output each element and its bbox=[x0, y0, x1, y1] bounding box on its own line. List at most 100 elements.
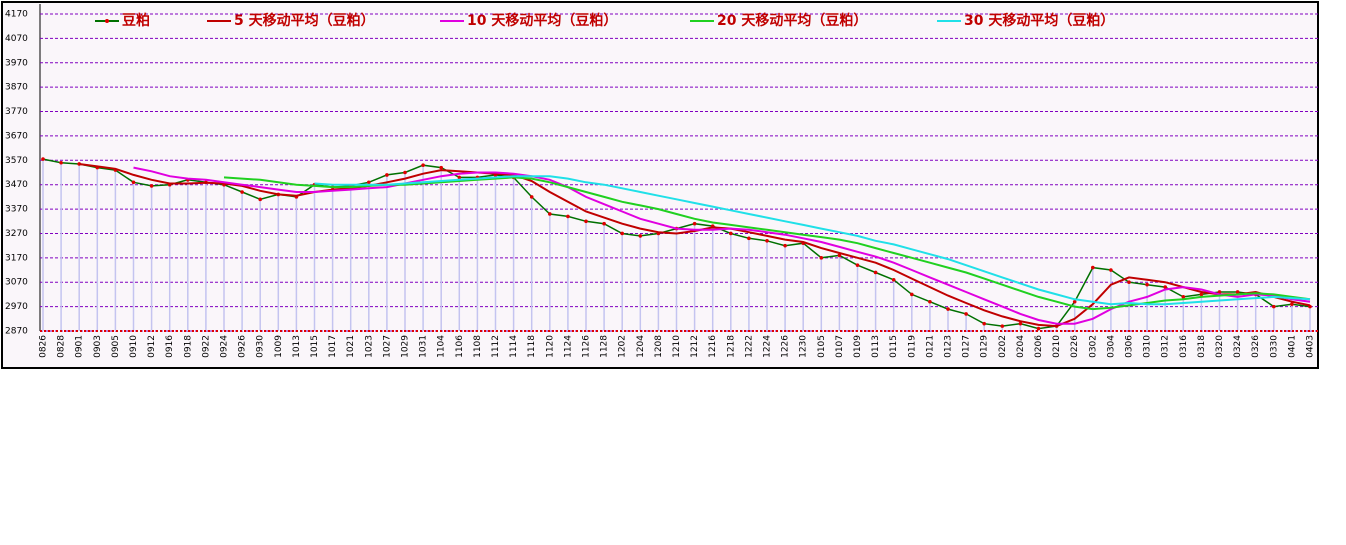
point bbox=[638, 234, 643, 238]
x-tick-label: 0916 bbox=[165, 335, 175, 358]
point bbox=[1109, 268, 1113, 272]
x-tick-label: 0926 bbox=[238, 335, 248, 358]
x-tick-label: 1126 bbox=[582, 335, 592, 358]
x-tick-label: 0204 bbox=[1016, 335, 1026, 358]
x-tick-label: 1204 bbox=[636, 335, 646, 358]
x-tick-label: 0109 bbox=[853, 335, 863, 358]
x-tick-label: 0826 bbox=[39, 335, 49, 358]
x-tick-label: 0903 bbox=[93, 335, 103, 358]
x-tick-label: 1230 bbox=[799, 335, 809, 358]
x-tick-label: 1120 bbox=[545, 335, 555, 358]
x-tick-label: 0306 bbox=[1125, 335, 1135, 358]
x-tick-label: 1031 bbox=[419, 335, 429, 358]
point bbox=[620, 231, 624, 236]
x-tick-label: 1222 bbox=[744, 335, 754, 358]
y-tick-label: 3970 bbox=[5, 58, 28, 68]
x-tick-label: 0127 bbox=[962, 335, 972, 358]
point bbox=[747, 236, 751, 241]
point bbox=[1127, 280, 1131, 285]
y-tick-label: 4070 bbox=[5, 34, 28, 44]
x-tick-label: 1226 bbox=[781, 335, 791, 358]
x-tick-label: 0113 bbox=[871, 335, 881, 358]
x-tick-label: 0312 bbox=[1161, 335, 1171, 358]
point bbox=[529, 195, 534, 199]
point bbox=[1036, 326, 1041, 331]
y-tick-label: 2870 bbox=[5, 327, 28, 337]
x-tick-label: 0401 bbox=[1287, 335, 1297, 358]
point bbox=[1072, 299, 1077, 304]
y-tick-label: 3170 bbox=[5, 253, 28, 263]
point bbox=[1145, 282, 1149, 287]
y-tick-label: 3570 bbox=[5, 156, 28, 166]
x-tick-label: 0129 bbox=[980, 335, 990, 358]
y-tick-label: 3870 bbox=[5, 83, 28, 93]
x-tick-label: 0918 bbox=[183, 335, 193, 358]
x-tick-label: 1216 bbox=[708, 335, 718, 358]
x-tick-label: 0905 bbox=[111, 335, 121, 358]
point bbox=[910, 292, 914, 297]
y-tick-label: 3270 bbox=[5, 229, 28, 239]
point bbox=[1217, 290, 1222, 294]
x-tick-label: 1013 bbox=[292, 335, 302, 358]
x-tick-label: 0226 bbox=[1070, 335, 1080, 358]
point bbox=[41, 157, 45, 161]
point bbox=[729, 231, 733, 236]
point bbox=[765, 238, 769, 243]
legend-marker bbox=[105, 19, 109, 23]
point bbox=[1272, 304, 1276, 309]
x-tick-label: 0302 bbox=[1088, 335, 1098, 358]
x-tick-label: 1210 bbox=[672, 335, 682, 358]
point bbox=[946, 307, 950, 311]
x-tick-label: 0924 bbox=[220, 335, 230, 358]
x-tick-label: 0828 bbox=[57, 335, 67, 358]
x-tick-label: 0910 bbox=[129, 335, 139, 358]
point bbox=[258, 197, 263, 202]
point bbox=[873, 270, 878, 275]
x-tick-label: 1009 bbox=[274, 335, 284, 358]
point bbox=[783, 243, 787, 248]
legend-label: 豆粕 bbox=[122, 12, 150, 29]
x-tick-label: 1128 bbox=[600, 335, 610, 358]
x-tick-label: 1118 bbox=[527, 335, 537, 358]
y-tick-label: 2970 bbox=[5, 302, 28, 312]
legend-label: 5 天移动平均（豆粕） bbox=[234, 12, 375, 29]
x-tick-label: 1114 bbox=[509, 335, 519, 358]
x-tick-label: 0206 bbox=[1034, 335, 1044, 358]
x-tick-label: 1208 bbox=[654, 335, 664, 358]
x-tick-label: 0320 bbox=[1215, 335, 1225, 358]
x-tick-label: 0123 bbox=[944, 335, 954, 358]
point bbox=[59, 160, 63, 165]
point bbox=[1235, 290, 1240, 294]
point bbox=[1181, 295, 1186, 299]
x-tick-label: 0304 bbox=[1106, 335, 1116, 358]
x-tick-label: 0922 bbox=[201, 335, 211, 358]
x-tick-label: 0912 bbox=[147, 335, 157, 358]
x-tick-label: 0316 bbox=[1179, 335, 1189, 358]
x-tick-label: 1029 bbox=[401, 335, 411, 358]
legend-label: 30 天移动平均（豆粕） bbox=[964, 12, 1114, 29]
x-tick-label: 0326 bbox=[1251, 335, 1261, 358]
point bbox=[928, 299, 932, 304]
point bbox=[1018, 321, 1023, 326]
x-tick-label: 1224 bbox=[763, 335, 773, 358]
series-line bbox=[79, 163, 1311, 328]
x-tick-label: 0202 bbox=[998, 335, 1008, 358]
point bbox=[439, 165, 444, 170]
point bbox=[964, 312, 968, 316]
x-tick-label: 0330 bbox=[1269, 335, 1279, 358]
point bbox=[1163, 285, 1167, 289]
series-line bbox=[223, 176, 1311, 311]
y-tick-label: 3470 bbox=[5, 180, 28, 190]
point bbox=[566, 214, 570, 219]
y-tick-label: 3370 bbox=[5, 205, 28, 215]
x-tick-label: 0121 bbox=[925, 335, 935, 358]
x-tick-label: 0324 bbox=[1233, 335, 1243, 358]
x-tick-label: 1104 bbox=[437, 335, 447, 358]
x-tick-label: 1015 bbox=[310, 335, 320, 358]
point bbox=[837, 253, 842, 258]
x-tick-label: 1106 bbox=[455, 335, 465, 358]
x-tick-label: 0403 bbox=[1306, 335, 1316, 358]
point bbox=[982, 321, 986, 326]
legend-label: 10 天移动平均（豆粕） bbox=[467, 12, 617, 29]
series-line bbox=[314, 175, 1311, 306]
